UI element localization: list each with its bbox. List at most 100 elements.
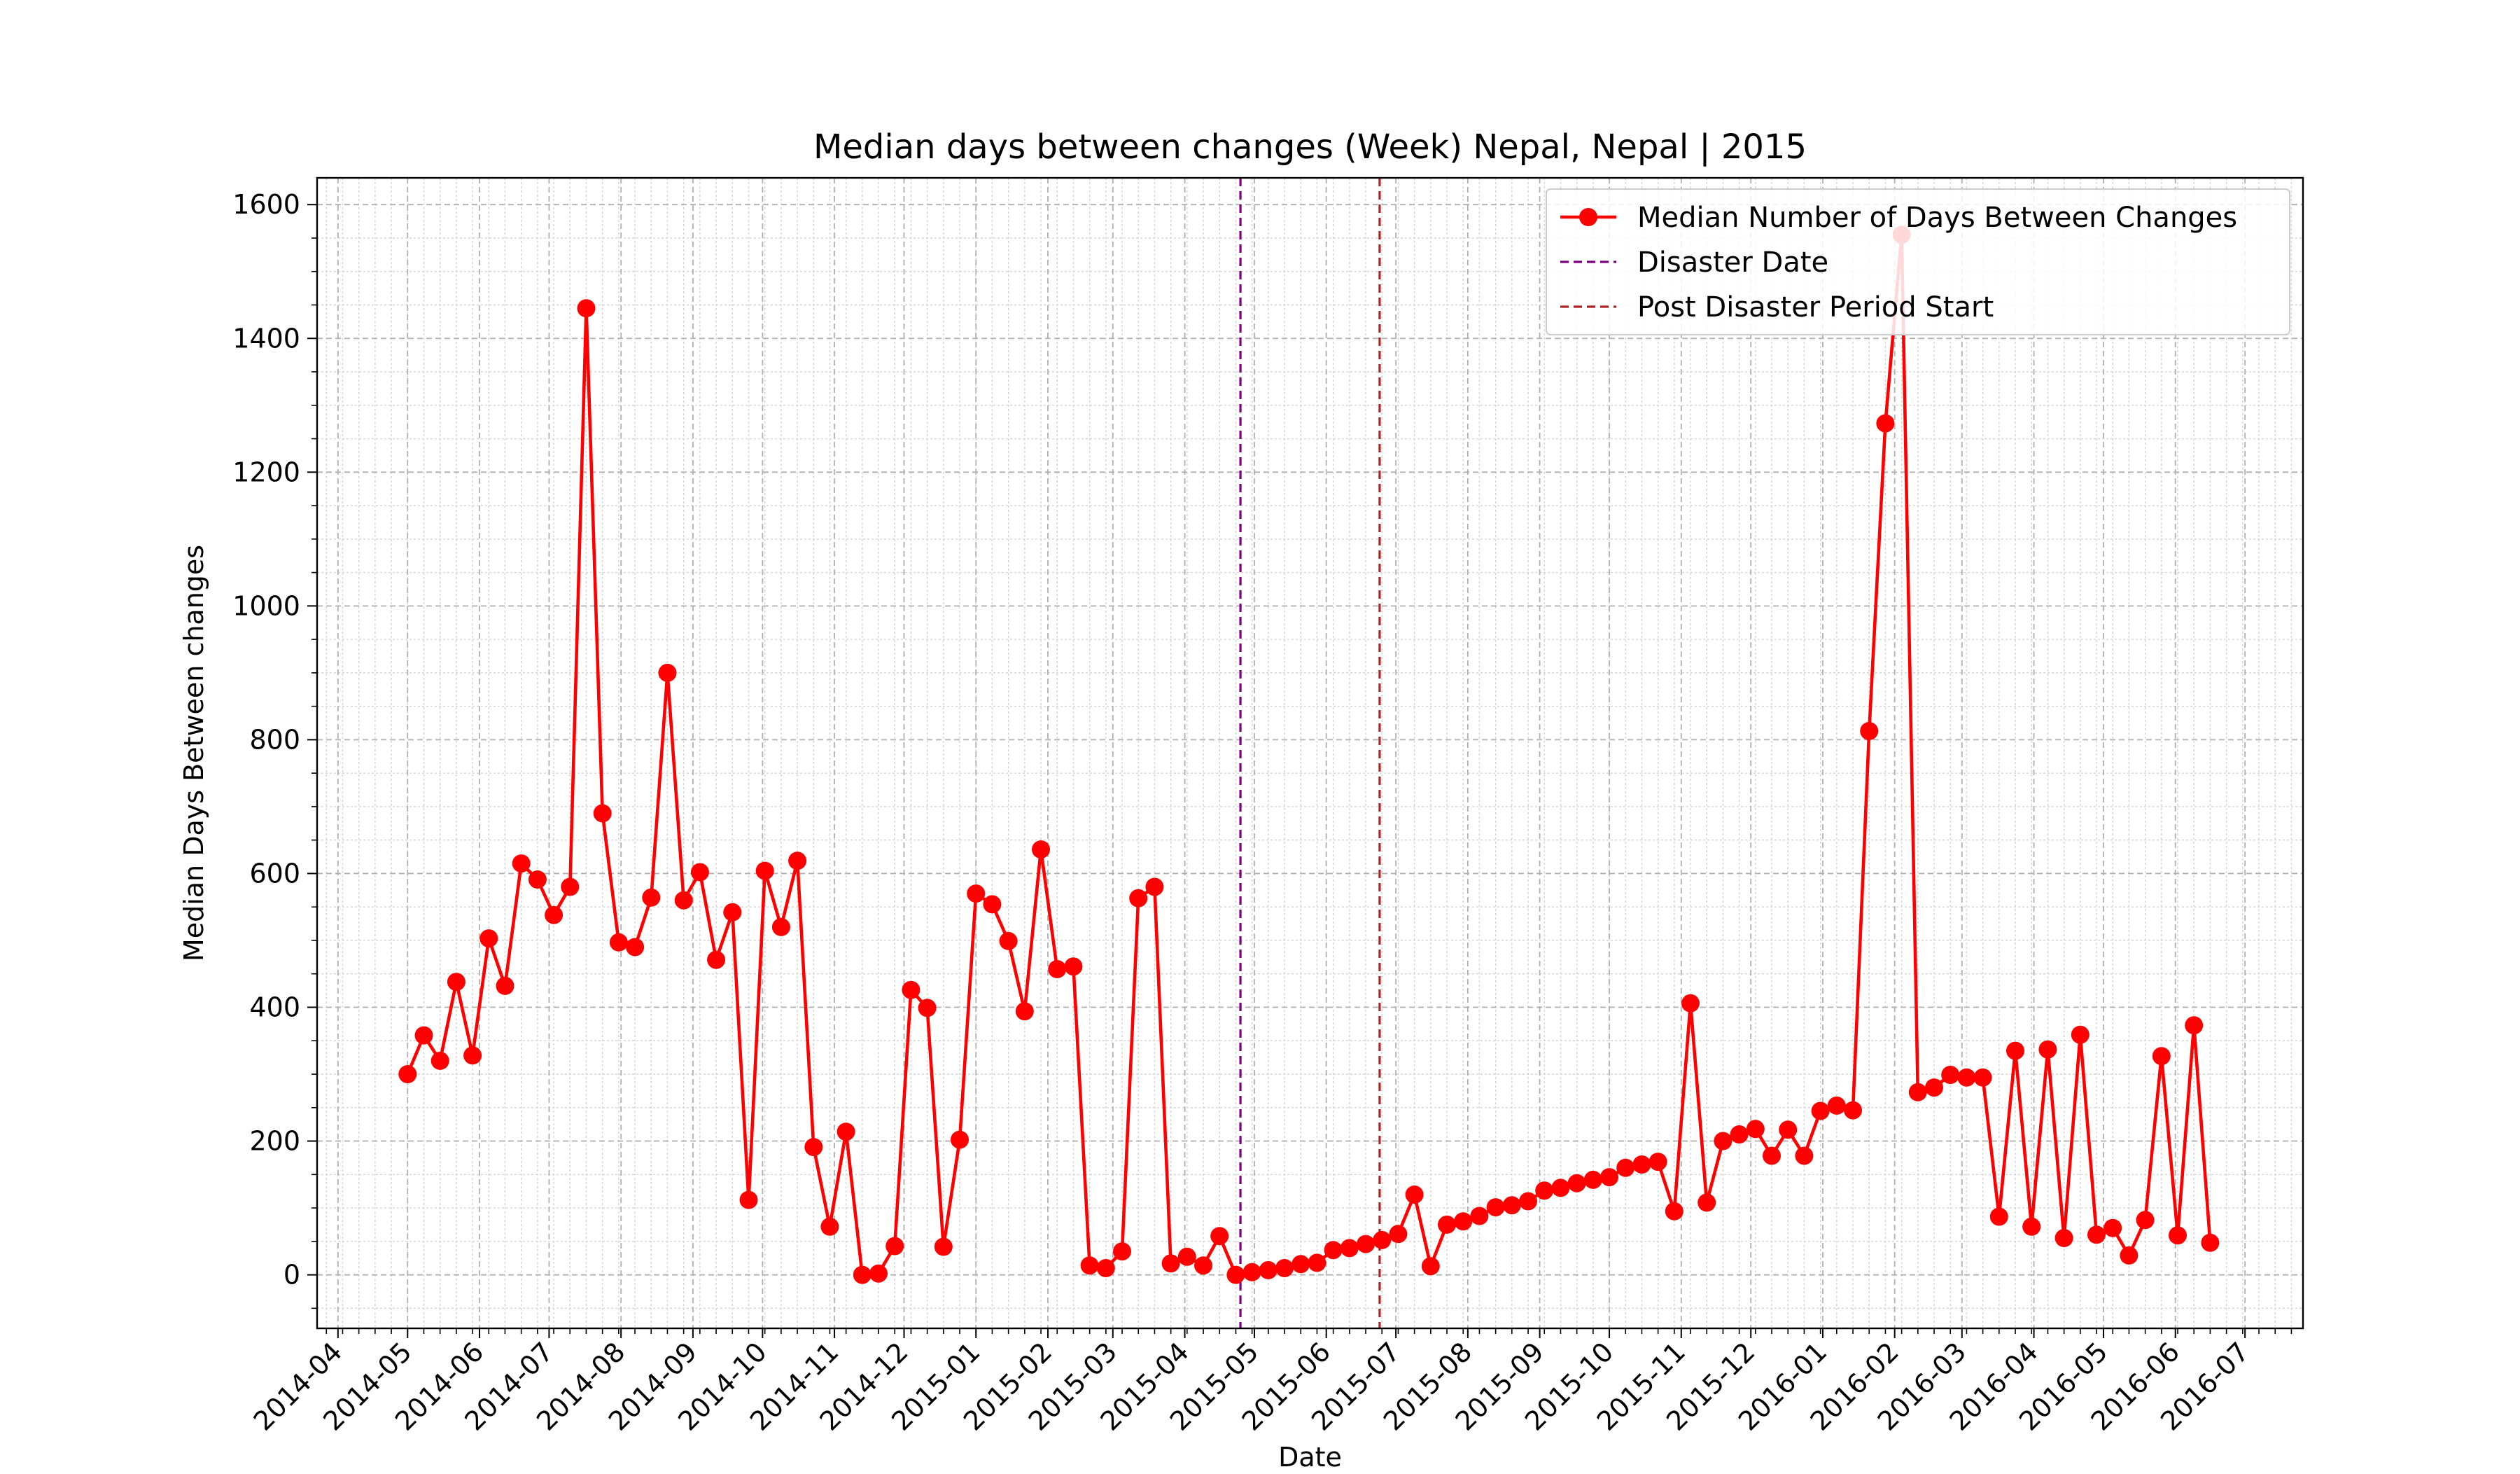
legend-post-disaster-entry-label: Post Disaster Period Start xyxy=(1637,291,1994,324)
data-point xyxy=(545,905,564,924)
data-point xyxy=(1535,1181,1554,1200)
data-point xyxy=(967,884,986,903)
data-point xyxy=(2185,1016,2204,1035)
data-point xyxy=(1373,1230,1392,1249)
data-point xyxy=(902,980,920,999)
data-point xyxy=(479,929,498,948)
data-point xyxy=(707,950,726,969)
data-point xyxy=(1551,1178,1570,1197)
data-point xyxy=(512,854,531,873)
legend-marker-swatch xyxy=(1579,208,1597,226)
data-point xyxy=(1648,1153,1667,1171)
data-point xyxy=(1292,1255,1310,1274)
data-point xyxy=(1486,1198,1505,1217)
data-point xyxy=(2136,1211,2155,1230)
data-point xyxy=(1746,1120,1765,1139)
data-point xyxy=(690,863,709,882)
data-point xyxy=(1242,1263,1261,1281)
data-point xyxy=(2006,1041,2024,1060)
data-point xyxy=(398,1065,417,1083)
data-point xyxy=(2201,1233,2220,1252)
data-point xyxy=(447,973,465,992)
data-point xyxy=(2104,1218,2122,1237)
legend-box xyxy=(1546,188,2290,335)
data-point xyxy=(2169,1226,2187,1245)
data-point xyxy=(626,938,645,957)
data-point xyxy=(1275,1259,1294,1277)
y-tick-label: 0 xyxy=(284,1260,300,1291)
data-point xyxy=(1632,1155,1651,1174)
data-point xyxy=(1210,1227,1229,1246)
chart-title: Median days between changes (Week) Nepal… xyxy=(813,127,1807,167)
data-point xyxy=(983,895,1002,914)
data-point xyxy=(951,1130,969,1149)
reference-lines xyxy=(1239,178,1381,1328)
data-point xyxy=(561,877,580,896)
data-point xyxy=(593,804,612,823)
data-point xyxy=(1714,1132,1732,1150)
data-point xyxy=(1438,1215,1456,1234)
data-point xyxy=(1064,957,1083,976)
data-point xyxy=(1860,722,1879,740)
data-point xyxy=(1973,1068,1992,1087)
y-tick-label: 200 xyxy=(249,1126,300,1157)
legend-disaster-entry-label: Disaster Date xyxy=(1637,246,1828,279)
data-point xyxy=(934,1237,953,1256)
data-point xyxy=(1226,1265,1245,1284)
data-point xyxy=(577,299,596,318)
data-point xyxy=(463,1046,482,1065)
y-tick-label: 1600 xyxy=(232,189,300,220)
y-axis-label: Median Days Between changes xyxy=(178,545,209,961)
data-point xyxy=(2022,1217,2041,1236)
data-point xyxy=(869,1264,888,1283)
legend-series-entry-label: Median Number of Days Between Changes xyxy=(1637,202,2237,234)
data-point xyxy=(1519,1192,1537,1211)
y-tick-label: 800 xyxy=(249,724,300,755)
data-point xyxy=(2087,1225,2106,1244)
data-point xyxy=(528,870,547,889)
y-tick-label: 1400 xyxy=(232,323,300,354)
data-point xyxy=(430,1051,449,1070)
data-point xyxy=(1177,1247,1196,1266)
data-point xyxy=(1405,1186,1424,1204)
data-point xyxy=(2054,1229,2073,1247)
data-point xyxy=(755,861,774,880)
data-point xyxy=(1616,1158,1635,1177)
data-point xyxy=(1454,1212,1473,1231)
data-point xyxy=(1032,840,1050,859)
data-point xyxy=(496,976,514,995)
data-point xyxy=(1665,1202,1684,1221)
data-point xyxy=(1908,1083,1927,1101)
data-point xyxy=(723,903,742,922)
data-point xyxy=(999,931,1018,950)
legend: Median Number of Days Between Changes Dis… xyxy=(1546,188,2290,335)
data-point xyxy=(1763,1146,1781,1165)
series xyxy=(398,225,2220,1284)
data-point xyxy=(1957,1068,1976,1087)
data-point xyxy=(1811,1101,1830,1120)
data-point xyxy=(739,1190,758,1209)
data-point xyxy=(1827,1096,1846,1115)
plot-frame xyxy=(316,176,2304,1330)
data-point xyxy=(1470,1207,1489,1225)
data-point xyxy=(1730,1125,1749,1143)
data-point xyxy=(1145,877,1164,896)
data-point xyxy=(1795,1146,1814,1165)
data-point xyxy=(1681,994,1700,1013)
y-tick-label: 1200 xyxy=(232,457,300,487)
data-point xyxy=(918,999,937,1017)
data-point xyxy=(836,1122,855,1141)
data-point xyxy=(609,933,628,952)
data-point xyxy=(1502,1196,1521,1215)
data-point xyxy=(1583,1170,1602,1189)
data-point xyxy=(2120,1246,2138,1265)
y-tick-label: 1000 xyxy=(232,590,300,621)
y-tick-label: 600 xyxy=(249,858,300,889)
data-point xyxy=(1308,1253,1326,1272)
data-point xyxy=(886,1237,904,1256)
data-point xyxy=(1161,1254,1180,1273)
data-point xyxy=(1600,1168,1618,1187)
data-point xyxy=(804,1138,823,1157)
